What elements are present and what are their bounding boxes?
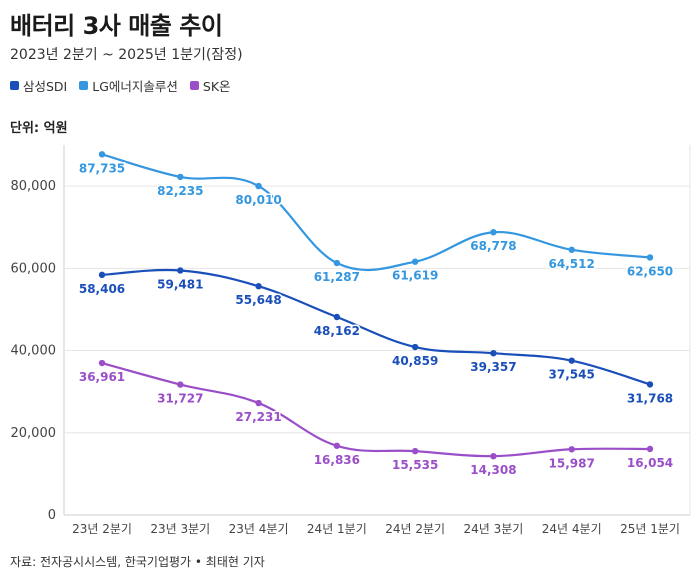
data-label-samsung-sdi: 40,859 <box>392 354 438 368</box>
chart-title: 배터리 3사 매출 추이 <box>10 12 223 40</box>
data-point-lg-energy <box>646 254 654 261</box>
legend-swatch-samsung-sdi <box>10 81 19 90</box>
data-label-samsung-sdi: 39,357 <box>470 360 516 374</box>
data-point-sk-on <box>255 399 262 407</box>
x-tick-label: 24년 2분기 <box>385 522 445 536</box>
legend-swatch-lg-energy <box>79 81 89 90</box>
x-tick-label: 23년 2분기 <box>72 522 132 536</box>
data-point-lg-energy <box>98 151 106 158</box>
data-label-samsung-sdi: 31,768 <box>627 391 673 405</box>
data-point-sk-on <box>411 447 419 455</box>
data-point-lg-energy <box>411 258 419 265</box>
data-label-sk-on: 15,987 <box>549 456 595 470</box>
source-credit: 자료: 전자공시시스템, 한국기업평가 • 최태현 기자 <box>10 555 265 569</box>
data-point-sk-on <box>177 381 184 388</box>
data-label-sk-on: 36,961 <box>79 370 125 384</box>
data-point-samsung-sdi <box>646 381 654 388</box>
data-label-sk-on: 31,727 <box>157 392 203 406</box>
data-label-lg-energy: 80,010 <box>235 193 281 207</box>
data-point-samsung-sdi <box>411 343 419 351</box>
data-label-sk-on: 16,836 <box>314 453 360 467</box>
data-label-samsung-sdi: 37,545 <box>549 368 595 382</box>
x-tick-label: 24년 1분기 <box>307 522 367 536</box>
legend-item-lg-energy: LG에너지솔루션 <box>79 76 178 95</box>
y-tick-label: 20,000 <box>11 426 57 441</box>
legend: 삼성SDI LG에너지솔루션 SK온 <box>10 76 231 95</box>
data-point-lg-energy <box>177 173 184 181</box>
data-point-sk-on <box>333 442 341 449</box>
data-label-sk-on: 14,308 <box>470 463 516 477</box>
data-label-lg-energy: 61,619 <box>392 269 438 283</box>
x-tick-label: 24년 4분기 <box>542 522 602 536</box>
series-line-lg-energy <box>100 153 652 272</box>
data-point-samsung-sdi <box>490 349 497 357</box>
data-point-sk-on <box>490 452 497 460</box>
data-point-samsung-sdi <box>255 283 262 290</box>
data-point-samsung-sdi <box>333 313 341 321</box>
data-label-sk-on: 27,231 <box>235 410 281 424</box>
data-point-lg-energy <box>255 182 262 190</box>
x-tick-label: 24년 3분기 <box>464 522 524 536</box>
legend-item-sk-on: SK온 <box>189 76 231 95</box>
data-label-lg-energy: 62,650 <box>627 264 673 278</box>
data-label-lg-energy: 68,778 <box>470 239 516 253</box>
data-label-lg-energy: 87,735 <box>79 161 125 175</box>
unit-label: 단위: 억원 <box>10 121 68 136</box>
data-label-samsung-sdi: 48,162 <box>314 324 360 338</box>
data-label-lg-energy: 64,512 <box>549 257 595 271</box>
data-point-samsung-sdi <box>177 267 184 274</box>
legend-swatch-sk-on <box>189 81 199 90</box>
y-tick-label: 60,000 <box>11 261 57 276</box>
y-tick-label: 40,000 <box>11 344 57 359</box>
data-point-samsung-sdi <box>98 271 106 279</box>
data-label-sk-on: 15,535 <box>392 458 438 472</box>
legend-label-samsung-sdi: 삼성SDI <box>23 79 68 94</box>
data-point-lg-energy <box>568 246 575 253</box>
data-point-sk-on <box>98 359 106 367</box>
y-tick-label: 80,000 <box>11 179 57 194</box>
data-point-sk-on <box>568 446 575 453</box>
data-label-samsung-sdi: 55,648 <box>235 293 281 307</box>
data-label-lg-energy: 82,235 <box>157 184 203 198</box>
x-tick-label: 25년 1분기 <box>620 522 680 536</box>
legend-label-lg-energy: LG에너지솔루션 <box>92 79 178 94</box>
data-point-lg-energy <box>333 259 341 267</box>
x-tick-label: 23년 3분기 <box>150 522 210 536</box>
legend-item-samsung-sdi: 삼성SDI <box>10 76 67 95</box>
data-point-lg-energy <box>490 229 497 236</box>
data-label-lg-energy: 61,287 <box>314 270 360 284</box>
data-label-samsung-sdi: 59,481 <box>157 277 203 291</box>
x-tick-label: 23년 4분기 <box>229 522 289 536</box>
data-label-samsung-sdi: 58,406 <box>79 282 125 296</box>
y-tick-label: 0 <box>48 508 56 523</box>
data-point-sk-on <box>646 445 654 453</box>
data-label-sk-on: 16,054 <box>627 456 673 470</box>
data-point-samsung-sdi <box>568 357 575 364</box>
chart-subtitle: 2023년 2분기 ~ 2025년 1분기(잠정) <box>10 47 243 63</box>
legend-label-sk-on: SK온 <box>202 79 231 94</box>
